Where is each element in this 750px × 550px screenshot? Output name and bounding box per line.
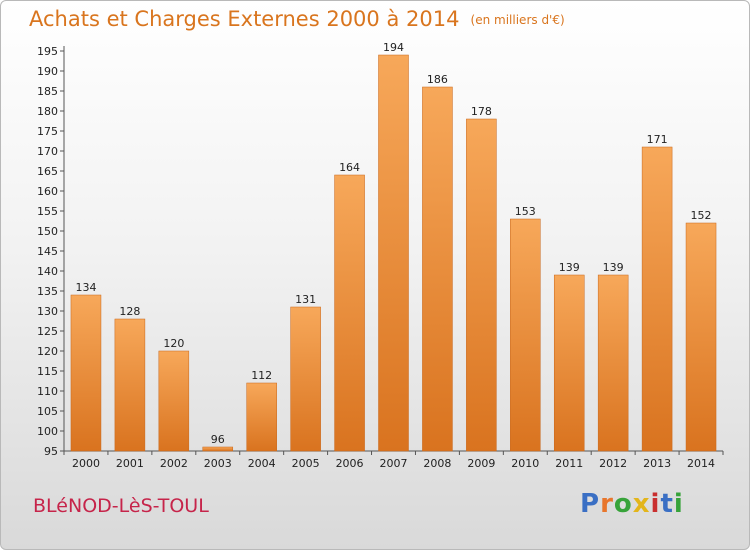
- y-tick-label: 125: [37, 325, 58, 338]
- y-tick-label: 165: [37, 165, 58, 178]
- y-tick-label: 105: [37, 405, 58, 418]
- bar: [290, 306, 321, 452]
- y-tick-label: 120: [37, 345, 58, 358]
- bar-value-label: 186: [427, 73, 448, 86]
- proxiti-logo[interactable]: Proxiti: [580, 489, 684, 519]
- bar: [202, 446, 234, 452]
- bar-value-label: 153: [515, 205, 536, 218]
- bar: [466, 118, 497, 452]
- x-tick-label: 2004: [248, 457, 276, 470]
- bar-value-label: 171: [647, 133, 668, 146]
- logo-letter: x: [632, 489, 651, 519]
- x-tick-label: 2009: [467, 457, 495, 470]
- y-axis: 95 100 105 110 115 120 125 130 135 140 145 150 155 16…: [37, 45, 65, 458]
- logo-letter: i: [673, 489, 684, 519]
- chart-subtitle: (en milliers d'€): [470, 13, 565, 27]
- bars: 134 128 120 96 112 131 164 194 186 178 153 139 139 17…: [70, 41, 717, 452]
- y-tick-label: 195: [37, 45, 58, 58]
- x-axis: 2000 2001 2002 2003 2004 2005 2006 2007 2008 2009…: [63, 450, 724, 470]
- chart-title: Achats et Charges Externes 2000 à 2014: [29, 7, 460, 31]
- x-tick-label: 2008: [423, 457, 451, 470]
- bar-value-label: 139: [559, 261, 580, 274]
- x-tick-label: 2000: [72, 457, 100, 470]
- x-tick-label: 2001: [116, 457, 144, 470]
- y-tick-label: 155: [37, 205, 58, 218]
- commune-name: BLéNOD-LèS-TOUL: [33, 495, 209, 517]
- bar: [510, 218, 541, 452]
- y-tick-label: 170: [37, 145, 58, 158]
- y-tick-label: 115: [37, 365, 58, 378]
- bar-value-label: 128: [119, 305, 140, 318]
- bar-value-label: 112: [251, 369, 272, 382]
- x-tick-label: 2012: [599, 457, 627, 470]
- bar: [246, 382, 277, 452]
- x-tick-label: 2013: [643, 457, 671, 470]
- y-tick-label: 145: [37, 245, 58, 258]
- x-tick-label: 2002: [160, 457, 188, 470]
- y-tick-label: 160: [37, 185, 58, 198]
- x-tick-label: 2011: [555, 457, 583, 470]
- x-tick-label: 2014: [687, 457, 715, 470]
- bar-value-label: 194: [383, 41, 404, 54]
- bar: [641, 146, 673, 452]
- bar: [158, 350, 190, 452]
- y-tick-label: 190: [37, 65, 58, 78]
- logo-letter: i: [650, 489, 661, 519]
- y-tick-label: 100: [37, 425, 58, 438]
- x-tick-label: 2003: [204, 457, 232, 470]
- y-tick-label: 135: [37, 285, 58, 298]
- bar: [422, 86, 453, 452]
- bar-value-label: 131: [295, 293, 316, 306]
- bar: [114, 318, 146, 452]
- logo-letter: o: [613, 489, 633, 519]
- x-tick-label: 2005: [292, 457, 320, 470]
- bar-value-label: 120: [163, 337, 184, 350]
- y-tick-label: 175: [37, 125, 58, 138]
- logo-letter: P: [580, 489, 601, 519]
- bar-value-label: 152: [691, 209, 712, 222]
- bar-value-label: 164: [339, 161, 360, 174]
- bar: [685, 222, 717, 452]
- y-tick-label: 130: [37, 305, 58, 318]
- bar-value-label: 139: [603, 261, 624, 274]
- x-tick-label: 2006: [336, 457, 364, 470]
- bar: [70, 294, 102, 452]
- y-tick-label: 95: [44, 445, 58, 458]
- bar-value-label: 96: [211, 433, 225, 446]
- logo-letter: r: [600, 489, 614, 519]
- x-tick-label: 2007: [380, 457, 408, 470]
- y-tick-label: 185: [37, 85, 58, 98]
- bar: [334, 174, 365, 452]
- logo-letter: t: [660, 489, 674, 519]
- bar: [597, 274, 629, 452]
- y-tick-label: 180: [37, 105, 58, 118]
- y-tick-label: 150: [37, 225, 58, 238]
- bar: [378, 54, 409, 452]
- y-tick-label: 140: [37, 265, 58, 278]
- y-tick-label: 110: [37, 385, 58, 398]
- bar: [553, 274, 585, 452]
- bar-value-label: 178: [471, 105, 492, 118]
- bar-value-label: 134: [75, 281, 96, 294]
- title-block: Achats et Charges Externes 2000 à 2014 (…: [29, 7, 565, 31]
- x-tick-label: 2010: [511, 457, 539, 470]
